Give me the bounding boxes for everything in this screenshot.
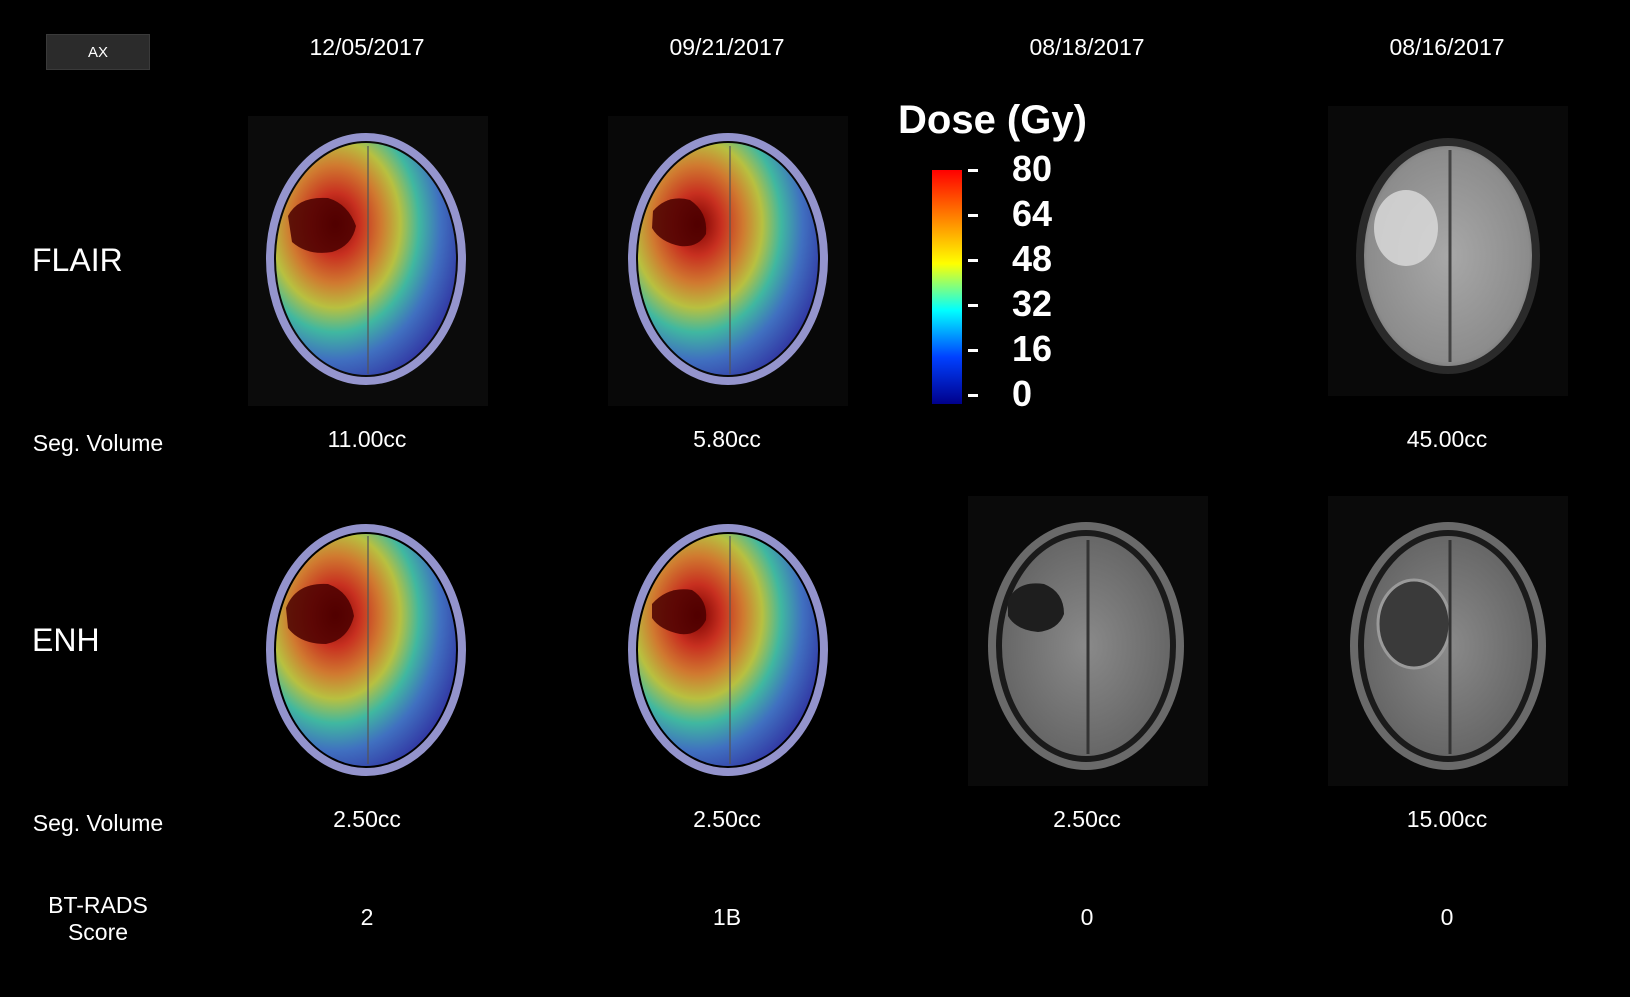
enh-seg-volume-label: Seg. Volume [32,810,164,836]
flair-seg-volume-label: Seg. Volume [32,430,164,456]
enh-volume-1: 2.50cc [333,806,401,832]
flair-scan-2[interactable] [608,116,848,406]
dose-tick-label: 0 [1012,373,1033,414]
dose-tick-label: 64 [1012,193,1053,234]
dose-tick-label: 80 [1012,148,1053,189]
enh-row-label: ENH [32,622,100,658]
brain-enh-image [988,522,1184,770]
dose-tick-label: 16 [1012,328,1053,369]
flair-volume-4: 45.00cc [1406,426,1488,452]
date-header-3: 08/18/2017 [1029,34,1145,60]
flair-volume-1: 11.00cc [327,426,407,452]
btrads-score-2: 1B [712,904,742,930]
enh-volume-2: 2.50cc [693,806,761,832]
date-header-2: 09/21/2017 [669,34,785,60]
dose-tick-label: 32 [1012,283,1053,324]
btrads-score-1: 2 [360,904,374,930]
flair-scan-4[interactable] [1328,106,1568,396]
dose-colorbar [932,170,962,404]
dose-tick-label: 48 [1012,238,1053,279]
btrads-score-4: 0 [1440,904,1454,930]
enh-scan-3[interactable] [968,496,1208,786]
tickmark [968,304,978,307]
tickmark [968,259,978,262]
date-header-4: 08/16/2017 [1389,34,1505,60]
view-orientation-button[interactable]: AX [46,34,150,70]
flair-row-label: FLAIR [32,242,123,278]
enh-volume-3: 2.50cc [1053,806,1121,832]
enh-volume-4: 15.00cc [1406,806,1488,832]
enh-scan-1[interactable] [248,500,488,790]
flair-volume-2: 5.80cc [693,426,761,452]
tickmark [968,394,978,397]
btrads-label-line1: BT-RADS [48,892,148,918]
brain-flair-image [1356,138,1540,374]
enh-scan-4[interactable] [1328,496,1568,786]
btrads-label: BT-RADS Score [13,892,183,946]
btrads-label-line2: Score [67,919,129,945]
brain-dose-overlay-image [628,133,828,385]
tickmark [968,214,978,217]
enh-scan-2[interactable] [608,500,848,790]
date-header-1: 12/05/2017 [309,34,425,60]
tickmark [968,169,978,172]
tickmark [968,349,978,352]
brain-dose-overlay-image [266,133,466,385]
btrads-score-3: 0 [1080,904,1094,930]
brain-dose-overlay-image [628,524,828,776]
brain-enh-image [1350,522,1546,770]
brain-dose-overlay-image [266,524,466,776]
flair-scan-1[interactable] [248,116,488,406]
dose-legend-title: Dose (Gy) [898,98,1087,142]
